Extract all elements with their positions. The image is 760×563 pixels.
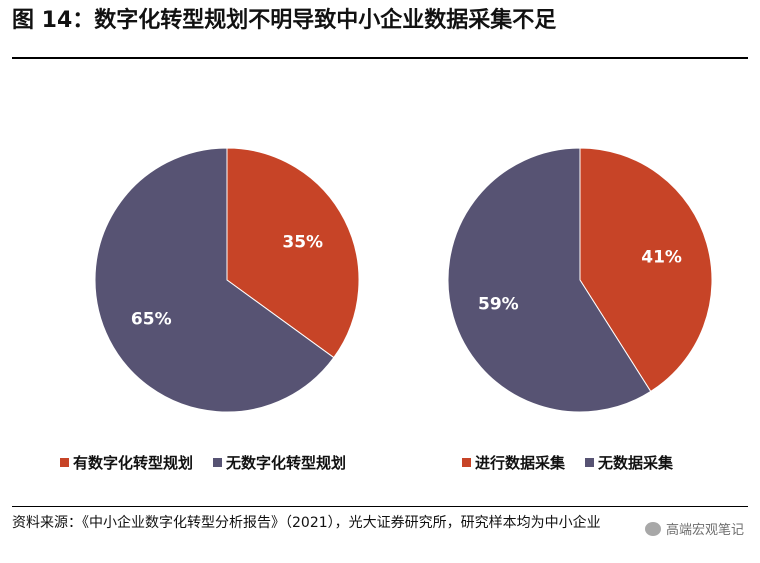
pie-chart-collection: 41% 59%: [447, 147, 713, 413]
legend-entry: 无数字化转型规划: [213, 452, 346, 473]
legend-entry: 进行数据采集: [462, 452, 565, 473]
slice-value-label: 59%: [478, 295, 519, 315]
slice-value-label: 35%: [282, 232, 323, 252]
slice-value-label: 41%: [641, 247, 682, 267]
legend-label: 进行数据采集: [475, 454, 566, 472]
legend-label: 无数据采集: [598, 454, 674, 472]
legend-label: 无数字化转型规划: [226, 454, 347, 472]
legend-entry: 有数字化转型规划: [60, 452, 193, 473]
legend-swatch: [60, 458, 69, 467]
legend-planning: 有数字化转型规划 无数字化转型规划: [60, 452, 346, 473]
pie-slice: [447, 147, 652, 413]
source-rule: [12, 506, 748, 507]
pie-slice: [94, 147, 335, 413]
wechat-icon: [644, 521, 661, 536]
legend-collection: 进行数据采集 无数据采集: [462, 452, 673, 473]
pie-slice: [226, 147, 360, 359]
slice-value-label: 65%: [131, 310, 172, 330]
legend-swatch: [213, 458, 223, 467]
watermark-text: 高端宏观笔记: [665, 523, 744, 538]
legend-swatch: [462, 458, 471, 467]
figure-title: 图 14：数字化转型规划不明导致中小企业数据采集不足: [12, 8, 557, 33]
pie-slice: [579, 147, 713, 393]
legend-entry: 无数据采集: [585, 452, 673, 473]
legend-swatch: [585, 458, 595, 467]
source-note: 资料来源：《中小企业数字化转型分析报告》（2021），光大证券研究所，研究样本均…: [12, 515, 601, 531]
pie-chart-planning: 35% 65%: [94, 147, 360, 413]
legend-label: 有数字化转型规划: [73, 454, 194, 472]
watermark: 高端宏观笔记: [644, 519, 744, 538]
title-rule: [12, 57, 748, 59]
